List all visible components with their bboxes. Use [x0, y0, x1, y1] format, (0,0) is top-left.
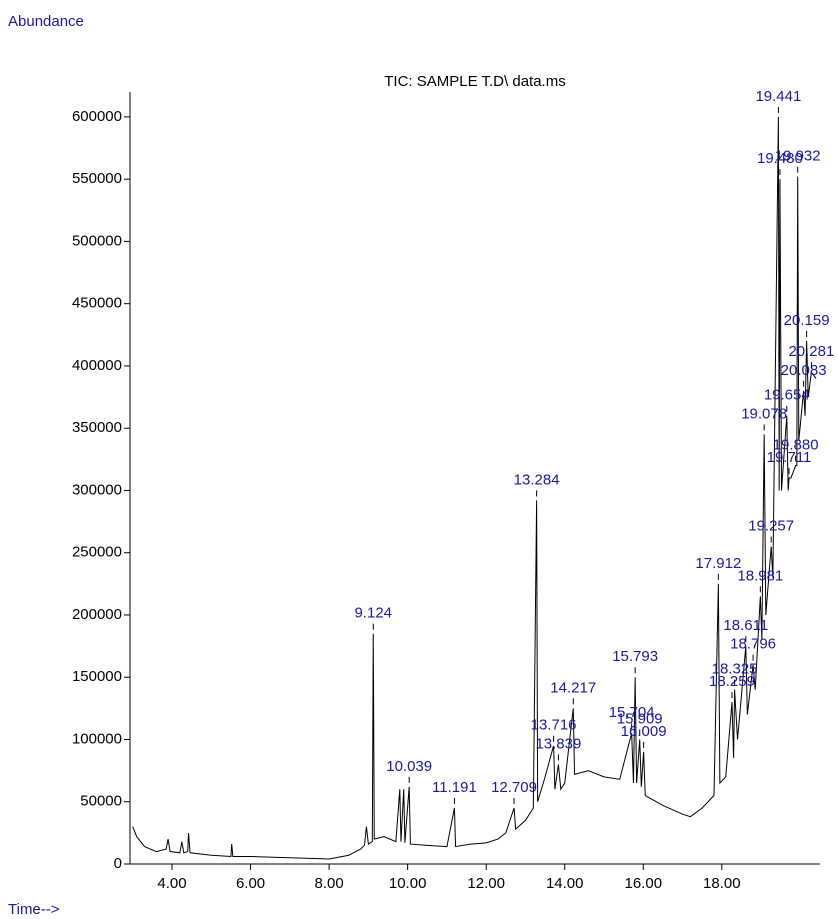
x-tick-label: 12.00	[467, 875, 505, 892]
y-tick-label: 150000	[72, 668, 122, 685]
x-tick-label: 6.00	[236, 875, 265, 892]
chart-title: TIC: SAMPLE T.D\ data.ms	[384, 73, 565, 90]
peak-label: 19.932	[775, 148, 821, 165]
y-tick-label: 400000	[72, 357, 122, 374]
x-tick-label: 4.00	[157, 875, 186, 892]
peak-label: 13.284	[514, 471, 560, 488]
y-tick-label: 500000	[72, 232, 122, 249]
y-tick-label: 0	[114, 855, 122, 872]
y-axis-label: Abundance	[8, 13, 84, 30]
peak-label: 20.281	[788, 343, 834, 360]
peak-label: 19.441	[755, 88, 801, 105]
peak-label: 19.480	[757, 150, 803, 167]
x-tick-label: 16.00	[625, 875, 663, 892]
x-tick-label: 14.00	[546, 875, 584, 892]
peak-label: 18.981	[737, 567, 783, 584]
y-tick-label: 300000	[72, 481, 122, 498]
peak-label: 18.325	[712, 661, 758, 678]
peak-label: 10.039	[386, 758, 432, 775]
peak-label: 15.704	[609, 704, 655, 721]
peak-label: 17.912	[695, 555, 741, 572]
peak-label: 19.711	[767, 449, 812, 466]
peak-label: 15.909	[617, 710, 663, 727]
peak-label: 18.259	[709, 673, 755, 690]
peak-label: 19.880	[773, 437, 819, 454]
y-tick-label: 250000	[72, 544, 122, 561]
y-tick-label: 550000	[72, 170, 122, 187]
peak-label: 14.217	[550, 679, 596, 696]
y-tick-label: 200000	[72, 606, 122, 623]
x-tick-label: 10.00	[389, 875, 427, 892]
peak-label: 11.191	[432, 779, 477, 796]
peak-label: 20.159	[784, 312, 830, 329]
y-tick-label: 600000	[72, 108, 122, 125]
peak-label: 20.083	[781, 362, 827, 379]
peak-label: 12.709	[491, 779, 537, 796]
peak-label: 15.793	[612, 648, 658, 665]
peak-label: 13.839	[535, 735, 581, 752]
x-tick-label: 8.00	[315, 875, 344, 892]
peak-label: 19.078	[741, 405, 787, 422]
trace	[132, 116, 817, 860]
peak-label: 13.716	[531, 717, 577, 734]
x-axis-label: Time-->	[8, 901, 60, 918]
peak-label: 18.611	[723, 617, 768, 634]
y-tick-label: 450000	[72, 295, 122, 312]
x-tick-label: 18.00	[703, 875, 741, 892]
y-tick-label: 100000	[72, 730, 122, 747]
peak-label: 18.796	[730, 636, 776, 653]
peak-label: 19.257	[748, 517, 794, 534]
peak-label: 19.654	[764, 387, 810, 404]
y-tick-label: 50000	[80, 793, 122, 810]
y-tick-label: 350000	[72, 419, 122, 436]
peak-label: 16.009	[621, 723, 667, 740]
peak-label: 9.124	[354, 605, 392, 622]
